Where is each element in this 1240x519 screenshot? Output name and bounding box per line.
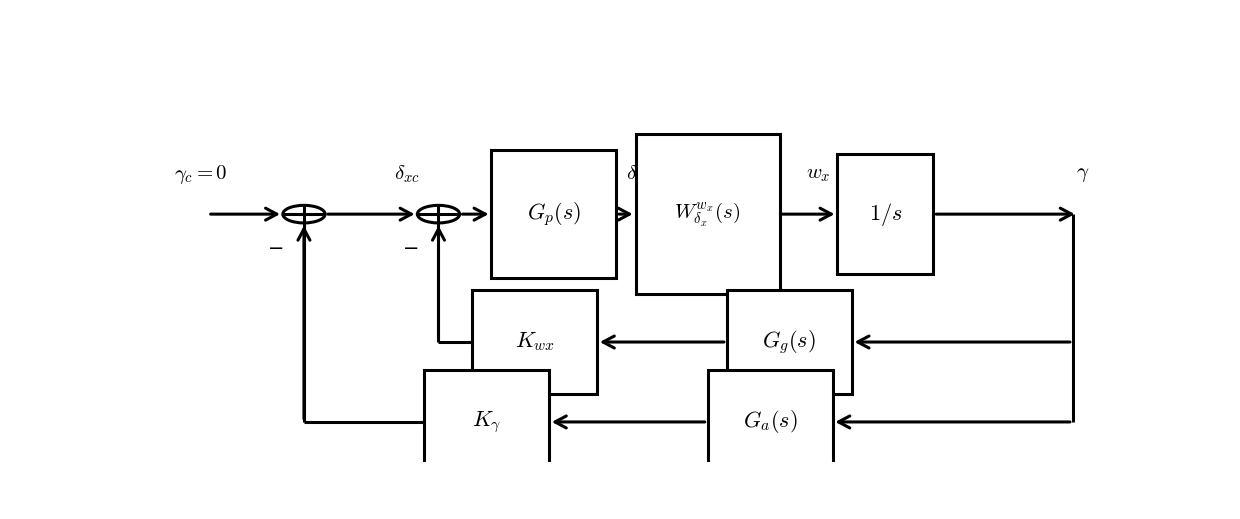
Bar	[727, 290, 852, 394]
Bar	[491, 150, 616, 278]
Text: $-$: $-$	[402, 237, 418, 256]
Text: $1/s$: $1/s$	[869, 201, 901, 228]
Bar	[837, 154, 934, 274]
Text: $\gamma$: $\gamma$	[1075, 164, 1089, 184]
Text: $-$: $-$	[267, 237, 283, 256]
Bar	[708, 370, 832, 474]
Bar	[424, 370, 549, 474]
Text: $\delta_x$: $\delta_x$	[626, 163, 645, 185]
Text: $G_a(s)$: $G_a(s)$	[743, 408, 797, 435]
Text: $\delta_{xc}$: $\delta_{xc}$	[394, 163, 420, 185]
Text: $G_p(s)$: $G_p(s)$	[527, 200, 580, 228]
Text: $G_g(s)$: $G_g(s)$	[763, 328, 816, 356]
Bar	[635, 134, 780, 294]
Text: $K_{\gamma}$: $K_{\gamma}$	[472, 409, 501, 435]
Text: $\gamma_c = 0$: $\gamma_c = 0$	[174, 162, 228, 186]
Text: $W_{\delta_x}^{w_x}(s)$: $W_{\delta_x}^{w_x}(s)$	[675, 200, 740, 228]
Text: $K_{wx}$: $K_{wx}$	[515, 331, 554, 353]
Text: $w_x$: $w_x$	[806, 164, 831, 184]
Bar	[472, 290, 596, 394]
